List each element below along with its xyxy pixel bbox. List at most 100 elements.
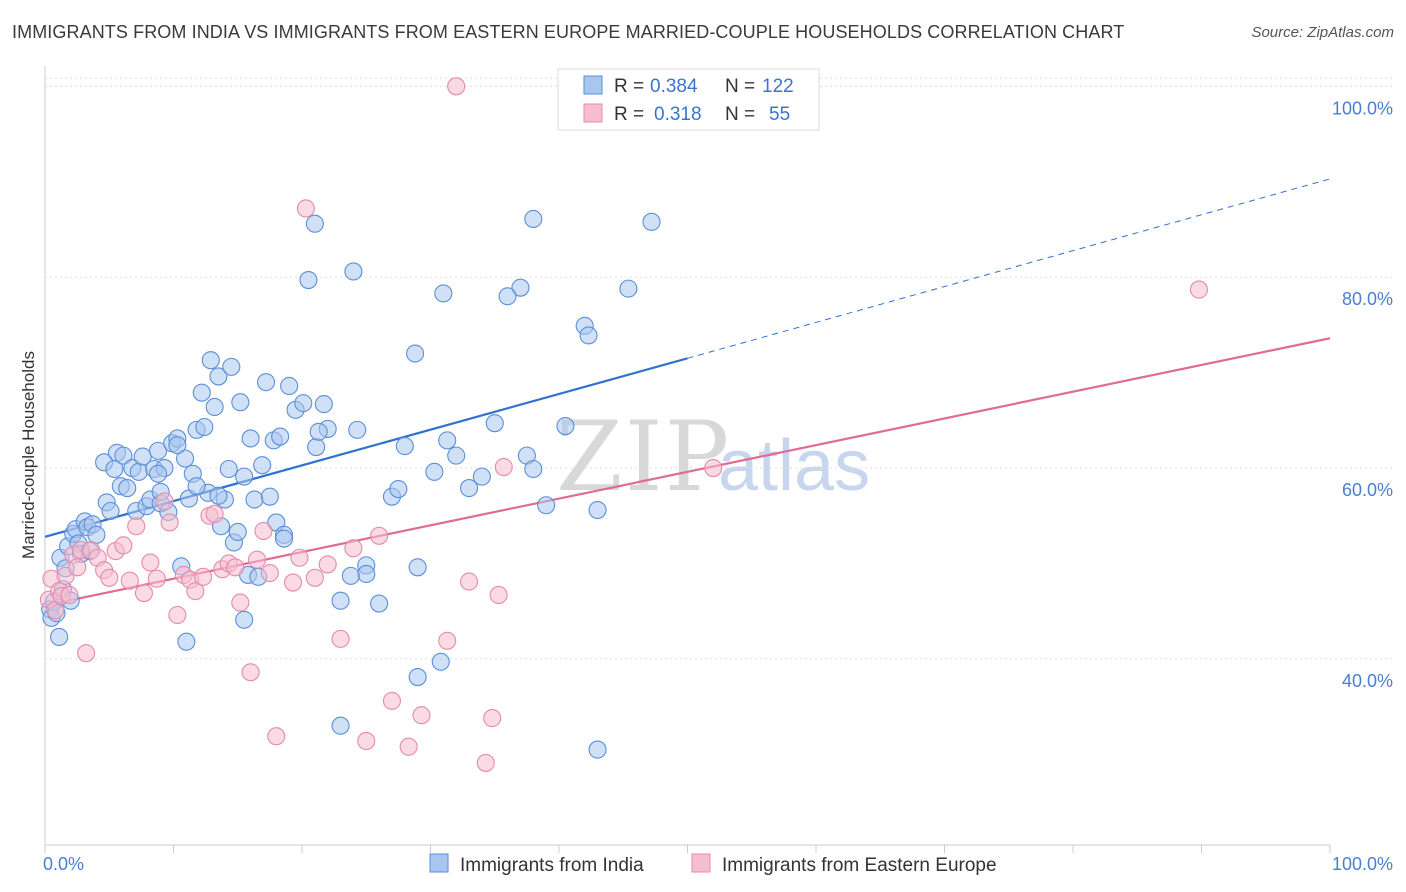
point-ee xyxy=(247,550,267,569)
tick-labels: 40.0% 60.0% 80.0% 100.0% 0.0% 100.0% xyxy=(43,98,1393,874)
legend-n-label-india: N = xyxy=(725,76,755,97)
point-ee xyxy=(494,458,513,477)
legend-r-value-ee: 0.318 xyxy=(654,104,702,125)
point-india xyxy=(209,486,228,505)
bottom-legend-swatch-india xyxy=(429,853,449,873)
legend-r-label-ee: R = xyxy=(614,104,644,125)
point-india xyxy=(309,422,328,441)
point-ee xyxy=(194,567,213,586)
point-india xyxy=(588,500,607,520)
point-india xyxy=(149,441,168,460)
point-ee xyxy=(331,629,350,648)
point-ee xyxy=(77,644,96,663)
point-india xyxy=(149,464,168,483)
point-ee xyxy=(141,553,160,572)
point-ee xyxy=(318,555,337,574)
point-ee xyxy=(260,563,279,583)
point-ee xyxy=(114,536,133,555)
y-tick-label: 100.0% xyxy=(1332,98,1393,118)
point-india xyxy=(370,594,389,613)
point-india xyxy=(395,437,414,456)
point-ee xyxy=(357,731,376,751)
point-india xyxy=(299,270,318,290)
point-india xyxy=(129,462,148,481)
legend-n-label-ee: N = xyxy=(725,104,755,125)
y-tick-label: 40.0% xyxy=(1342,671,1393,691)
legend-r-value-india: 0.384 xyxy=(650,76,698,97)
point-india xyxy=(485,414,504,433)
point-india xyxy=(280,376,299,396)
watermark-zip: ZIP xyxy=(556,401,731,513)
point-india xyxy=(235,467,254,486)
point-india xyxy=(114,446,133,465)
point-india xyxy=(307,437,326,457)
point-india xyxy=(472,467,491,486)
legend-swatch-ee xyxy=(583,103,603,123)
point-ee xyxy=(370,526,389,545)
point-ee xyxy=(160,513,179,532)
bottom-legend-label-india: Immigrants from India xyxy=(460,855,644,876)
point-india xyxy=(579,326,598,345)
axes xyxy=(44,66,1331,853)
point-india xyxy=(201,351,220,370)
legend-n-value-ee: 55 xyxy=(769,104,790,125)
point-india xyxy=(357,564,376,584)
point-india xyxy=(168,436,187,455)
point-india xyxy=(537,496,556,515)
point-india xyxy=(176,449,195,468)
point-india xyxy=(498,287,517,306)
point-india xyxy=(256,373,276,392)
point-india xyxy=(87,525,106,544)
point-india xyxy=(344,262,363,281)
point-india xyxy=(222,357,241,376)
point-ee xyxy=(226,558,245,577)
point-india xyxy=(556,417,575,436)
point-ee xyxy=(305,568,324,587)
point-ee xyxy=(447,77,466,96)
point-india xyxy=(406,344,425,363)
point-ee xyxy=(186,582,205,601)
point-ee xyxy=(205,504,224,523)
point-ee xyxy=(267,727,286,746)
chart-title: IMMIGRANTS FROM INDIA VS IMMIGRANTS FROM… xyxy=(12,22,1125,42)
point-ee xyxy=(231,593,250,612)
point-ee xyxy=(476,753,495,772)
point-ee xyxy=(254,521,273,541)
point-ee xyxy=(459,572,479,591)
y-axis-label: Married-couple Households xyxy=(19,351,38,559)
point-india xyxy=(447,446,466,465)
point-india xyxy=(459,479,479,498)
point-india xyxy=(524,209,543,229)
point-india xyxy=(101,501,120,521)
point-india xyxy=(260,487,279,506)
point-ee xyxy=(283,573,303,592)
legend-swatch-india xyxy=(583,75,603,95)
legend-box: R = 0.384 N = 122 R = 0.318 N = 55 xyxy=(557,68,820,131)
point-india xyxy=(245,490,264,509)
point-india xyxy=(438,431,457,450)
point-india xyxy=(408,558,427,577)
point-ee xyxy=(704,458,723,478)
point-india xyxy=(294,394,313,413)
point-india xyxy=(271,427,290,446)
legend-n-value-india: 122 xyxy=(762,76,794,97)
point-india xyxy=(187,477,206,496)
point-ee xyxy=(296,199,315,218)
point-india xyxy=(231,393,250,412)
point-ee xyxy=(134,584,153,603)
point-ee xyxy=(168,605,187,625)
point-india xyxy=(341,566,360,585)
point-india xyxy=(192,383,211,402)
x-tick-label-min: 0.0% xyxy=(43,854,84,874)
point-india xyxy=(305,214,324,233)
point-india xyxy=(177,632,196,651)
point-india xyxy=(588,740,607,759)
point-ee xyxy=(155,492,174,511)
point-india xyxy=(511,278,530,297)
point-ee xyxy=(382,691,402,710)
point-india xyxy=(431,652,450,671)
point-india xyxy=(50,627,69,647)
bottom-legend-label-ee: Immigrants from Eastern Europe xyxy=(722,855,997,876)
scatter-points xyxy=(39,77,1208,772)
